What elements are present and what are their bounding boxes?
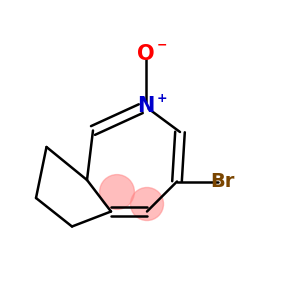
Text: Br: Br <box>210 172 234 191</box>
Text: −: − <box>157 38 167 52</box>
Circle shape <box>130 188 164 220</box>
Text: +: + <box>157 92 167 105</box>
Text: O: O <box>137 44 154 64</box>
Circle shape <box>100 175 134 209</box>
Text: N: N <box>137 97 154 116</box>
